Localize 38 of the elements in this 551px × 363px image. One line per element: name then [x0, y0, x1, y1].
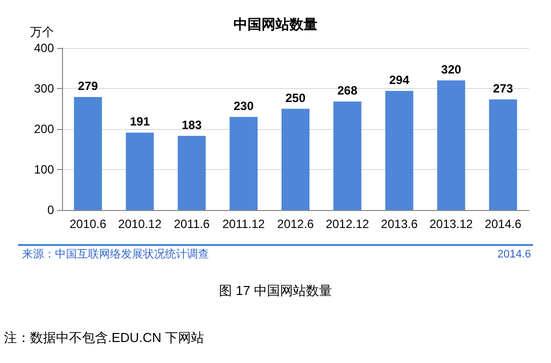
bar [126, 132, 154, 210]
bar [437, 80, 466, 210]
bar [282, 108, 310, 210]
data-label: 273 [493, 81, 514, 96]
y-tick-label: 100 [34, 162, 54, 176]
y-tick-label: 200 [34, 122, 54, 136]
x-tick-label: 2011.12 [222, 217, 266, 231]
data-label: 320 [441, 62, 462, 76]
data-label: 230 [234, 98, 254, 113]
source-note: 来源：中国互联网络发展状况统计调查 [22, 248, 209, 260]
y-axis-title: 万个 [30, 25, 54, 39]
y-tick-label: 0 [47, 203, 54, 217]
x-tick-label: 2011.6 [174, 217, 210, 231]
caption: 图 17 中国网站数量 [219, 283, 332, 298]
y-tick-label: 300 [34, 82, 54, 96]
bar [489, 99, 518, 210]
data-label: 191 [130, 114, 150, 129]
chart-title: 中国网站数量 [234, 16, 318, 32]
data-label: 268 [337, 83, 358, 98]
data-label: 183 [182, 118, 202, 132]
bar [230, 116, 258, 210]
x-tick-label: 2012.6 [277, 217, 314, 231]
x-tick-label: 2014.6 [484, 217, 522, 231]
x-tick-label: 2012.12 [326, 217, 370, 231]
data-label: 279 [78, 79, 98, 94]
text: 注：数据中不包含.EDU.CN 下网站 [4, 330, 204, 345]
x-tick-label: 2013.12 [429, 217, 474, 231]
bar [74, 97, 102, 210]
x-tick-label: 2010.6 [70, 217, 107, 231]
x-tick-label: 2010.12 [118, 217, 162, 231]
bar [178, 136, 206, 210]
x-tick-label: 2013.6 [380, 217, 418, 231]
y-tick-label: 400 [34, 41, 54, 55]
data-label: 294 [389, 72, 410, 87]
data-label: 250 [285, 90, 306, 105]
bar [385, 90, 414, 210]
bar [333, 101, 362, 210]
text: 2014.6 [497, 248, 532, 260]
